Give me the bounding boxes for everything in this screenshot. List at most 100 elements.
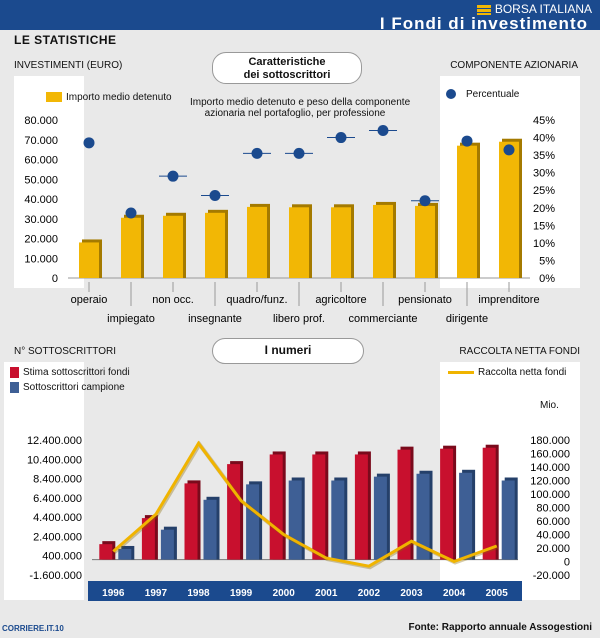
year-label: 2005 <box>486 588 509 599</box>
year-label: 1997 <box>145 588 168 599</box>
y-left-tick: 8.400.000 <box>33 474 82 486</box>
y-right-tick: 45% <box>533 115 555 127</box>
y-left-tick: -1.600.000 <box>29 570 82 582</box>
legend-line-label: Raccolta netta fondi <box>478 367 567 378</box>
y-right-tick: 20.000 <box>536 543 570 555</box>
bottom-left-panel <box>4 362 84 600</box>
bar-blue <box>501 480 515 560</box>
bar-blue <box>203 499 217 560</box>
category-label: libero prof. <box>273 313 325 325</box>
bottom-right-axis-title: RACCOLTA NETTA FONDI <box>459 346 580 357</box>
legend-blue-label: Sottoscrittori campione <box>23 382 125 394</box>
category-label: imprenditore <box>478 294 539 306</box>
y-left-tick: 400.000 <box>42 551 82 563</box>
year-label: 1998 <box>187 588 210 599</box>
bar-red <box>227 464 241 560</box>
bar <box>247 206 267 278</box>
legend-blue-swatch-icon <box>10 382 19 393</box>
bar <box>373 204 393 278</box>
bar-red <box>99 544 113 560</box>
brand: BORSA ITALIANA <box>476 2 592 16</box>
category-label: impiegato <box>107 313 155 325</box>
percent-dot <box>251 147 263 159</box>
percent-dot <box>83 137 95 149</box>
percent-dot <box>125 207 137 219</box>
category-label: pensionato <box>398 294 452 306</box>
bar-blue <box>288 480 302 560</box>
legend-blue: Sottoscrittori campione <box>10 382 125 393</box>
year-label: 2004 <box>443 588 466 599</box>
y-right-tick: 15% <box>533 220 555 232</box>
y-right-tick: 120.000 <box>530 476 570 488</box>
legend-red-swatch-icon <box>10 367 19 378</box>
legend-dot-label: Percentuale <box>466 89 520 100</box>
top-chart-pill: Caratteristiche dei sottoscrittori <box>212 52 362 84</box>
percent-dot <box>461 135 473 147</box>
bar <box>205 212 225 278</box>
category-label: quadro/funz. <box>226 294 287 306</box>
top-note: Importo medio detenuto e peso della comp… <box>190 97 410 119</box>
top-legend-dot: Percentuale <box>446 89 519 100</box>
percent-dot <box>503 144 515 156</box>
bar-blue <box>246 484 260 560</box>
header-bar: BORSA ITALIANA I Fondi di investimento <box>0 0 600 33</box>
bar-red <box>312 454 326 560</box>
unit-label: Mio. <box>540 400 559 411</box>
category-label: insegnante <box>188 313 242 325</box>
pill-line-1: Caratteristiche <box>248 56 326 68</box>
y-right-tick: 140.000 <box>530 462 570 474</box>
top-right-axis-title: COMPONENTE AZIONARIA <box>450 60 578 71</box>
y-right-tick: 0 <box>564 557 570 569</box>
y-left-tick: 70.000 <box>24 135 58 147</box>
bar-red <box>482 447 496 560</box>
bottom-left-axis-title: N° SOTTOSCRITTORI <box>14 346 116 357</box>
year-label: 2002 <box>358 588 381 599</box>
category-label: non occ. <box>152 294 194 306</box>
percent-dot <box>167 170 179 182</box>
section-title: LE STATISTICHE <box>14 33 117 47</box>
y-left-tick: 12.400.000 <box>27 435 82 447</box>
page-title: I Fondi di investimento <box>379 14 588 33</box>
legend-red-label: Stima sottoscrittori fondi <box>23 367 130 379</box>
y-left-tick: 4.400.000 <box>33 512 82 524</box>
percent-dot <box>335 132 347 144</box>
y-left-tick: 20.000 <box>24 234 58 246</box>
y-left-tick: 2.400.000 <box>33 531 82 543</box>
note-line-2: azionaria nel portafoglio, per professio… <box>204 108 386 119</box>
bar <box>163 215 183 278</box>
bar <box>289 207 309 278</box>
legend-line: Raccolta netta fondi <box>448 367 566 378</box>
y-left-tick: 40.000 <box>24 194 58 206</box>
y-right-tick: 20% <box>533 203 555 215</box>
percent-dot <box>377 125 389 137</box>
legend-gold-swatch-icon <box>46 92 62 103</box>
bar-blue <box>331 480 345 560</box>
y-right-tick: 25% <box>533 185 555 197</box>
bar-red <box>354 454 368 560</box>
y-right-tick: 180.000 <box>530 435 570 447</box>
category-label: operaio <box>71 294 108 306</box>
y-left-tick: 6.400.000 <box>33 493 82 505</box>
y-left-tick: 10.000 <box>24 253 58 265</box>
legend-red: Stima sottoscrittori fondi <box>10 367 130 378</box>
footer-source: Fonte: Rapporto annuale Assogestioni <box>408 622 592 633</box>
bar-red <box>184 483 198 560</box>
y-right-tick: 30% <box>533 168 555 180</box>
pill-line-2: dei sottoscrittori <box>243 69 331 81</box>
percent-dot <box>209 189 221 201</box>
top-left-panel <box>14 76 84 288</box>
category-label: agricoltore <box>315 294 366 306</box>
year-label: 1996 <box>102 588 125 599</box>
y-right-tick: 35% <box>533 150 555 162</box>
top-chart: 0 10.000 20.000 30.000 40.000 50.000 60.000 70.… <box>24 115 555 325</box>
y-left-tick: 50.000 <box>24 174 58 186</box>
year-label: 2003 <box>400 588 423 599</box>
y-right-tick: 40.000 <box>536 530 570 542</box>
year-label: 1999 <box>230 588 253 599</box>
bar <box>415 205 435 278</box>
y-right-tick: 60.000 <box>536 516 570 528</box>
y-right-tick: -20.000 <box>533 570 570 582</box>
bottom-chart-pill: I numeri <box>212 338 364 364</box>
y-left-tick: 10.400.000 <box>27 454 82 466</box>
bar-blue <box>416 473 430 560</box>
